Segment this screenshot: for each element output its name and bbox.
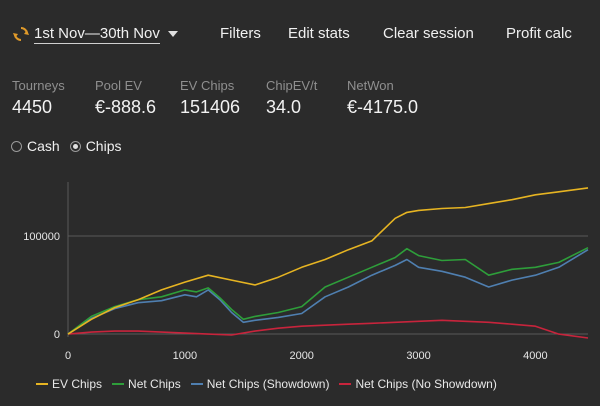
stat-label: Pool EV <box>95 78 142 93</box>
legend-item[interactable]: Net Chips (Showdown) <box>190 377 330 391</box>
date-range-label: 1st Nov—30th Nov <box>34 24 160 44</box>
y-tick-label: 0 <box>54 329 60 341</box>
stat-value: 151406 <box>180 97 241 117</box>
stat-chipev-per-tourney: ChipEV/t 34.0 <box>266 78 317 118</box>
chart-area: 0 100000 0 1000 2000 3000 4000 <box>23 182 589 362</box>
legend-label: EV Chips <box>52 377 103 391</box>
x-tick-label: 3000 <box>406 350 430 362</box>
stat-value: €-888.6 <box>95 97 157 117</box>
stat-label: EV Chips <box>180 78 235 93</box>
x-tick-label: 0 <box>65 350 71 362</box>
x-tick-label: 1000 <box>173 350 197 362</box>
chart-legend: EV Chips Net Chips Net Chips (Showdown) Net… <box>36 376 507 392</box>
radio-label: Chips <box>85 138 122 154</box>
top-toolbar: 1st Nov—30th Nov Filters Edit stats Clea… <box>0 0 600 66</box>
legend-swatch <box>339 383 352 385</box>
legend-swatch <box>112 383 125 385</box>
edit-stats-button[interactable]: Edit stats <box>288 25 350 42</box>
legend-label: Net Chips (Showdown) <box>206 377 330 391</box>
stat-label: ChipEV/t <box>266 78 318 93</box>
stat-label: NetWon <box>347 78 394 93</box>
radio-circle-selected[interactable] <box>69 140 81 152</box>
stat-pool-ev: Pool EV €-888.6 <box>95 78 156 118</box>
stat-ev-chips: EV Chips 151406 <box>180 78 240 118</box>
clear-session-button[interactable]: Clear session <box>383 25 474 42</box>
mode-radio-group: Cash Chips <box>11 137 131 155</box>
filters-button[interactable]: Filters <box>220 25 261 42</box>
stat-tourneys: Tourneys 4450 <box>12 78 65 118</box>
chevron-down-icon[interactable] <box>167 31 178 37</box>
radio-cash[interactable]: Cash <box>11 138 60 154</box>
stat-value: €-4175.0 <box>347 97 419 117</box>
profit-calc-button[interactable]: Profit calc <box>506 25 572 42</box>
stats-summary: Tourneys 4450 Pool EV €-888.6 EV Chips 1… <box>12 78 592 118</box>
radio-chips[interactable]: Chips <box>69 138 122 154</box>
stat-value: 4450 <box>12 97 53 117</box>
legend-item[interactable]: Net Chips <box>112 377 181 391</box>
legend-item[interactable]: Net Chips (No Showdown) <box>339 377 497 391</box>
radio-label: Cash <box>27 138 60 154</box>
stat-value: 34.0 <box>266 97 302 117</box>
x-tick-label: 2000 <box>289 350 313 362</box>
date-range-selector[interactable]: 1st Nov—30th Nov <box>12 23 178 45</box>
stat-label: Tourneys <box>12 78 65 93</box>
series-line-net-chips-no-showdown <box>67 319 589 339</box>
legend-label: Net Chips <box>128 377 181 391</box>
y-tick-label: 100000 <box>23 231 60 243</box>
sync-icon <box>13 27 29 41</box>
legend-label: Net Chips (No Showdown) <box>355 377 497 391</box>
legend-item[interactable]: EV Chips <box>36 377 102 391</box>
series-line-ev-chips <box>67 187 589 335</box>
radio-circle[interactable] <box>11 140 22 152</box>
stat-net-won: NetWon €-4175.0 <box>347 78 418 118</box>
legend-swatch <box>190 383 203 385</box>
series-line-net-chips <box>67 246 589 335</box>
x-tick-label: 4000 <box>523 350 547 362</box>
series-line-net-chips-showdown <box>67 249 589 335</box>
legend-swatch <box>36 383 48 385</box>
